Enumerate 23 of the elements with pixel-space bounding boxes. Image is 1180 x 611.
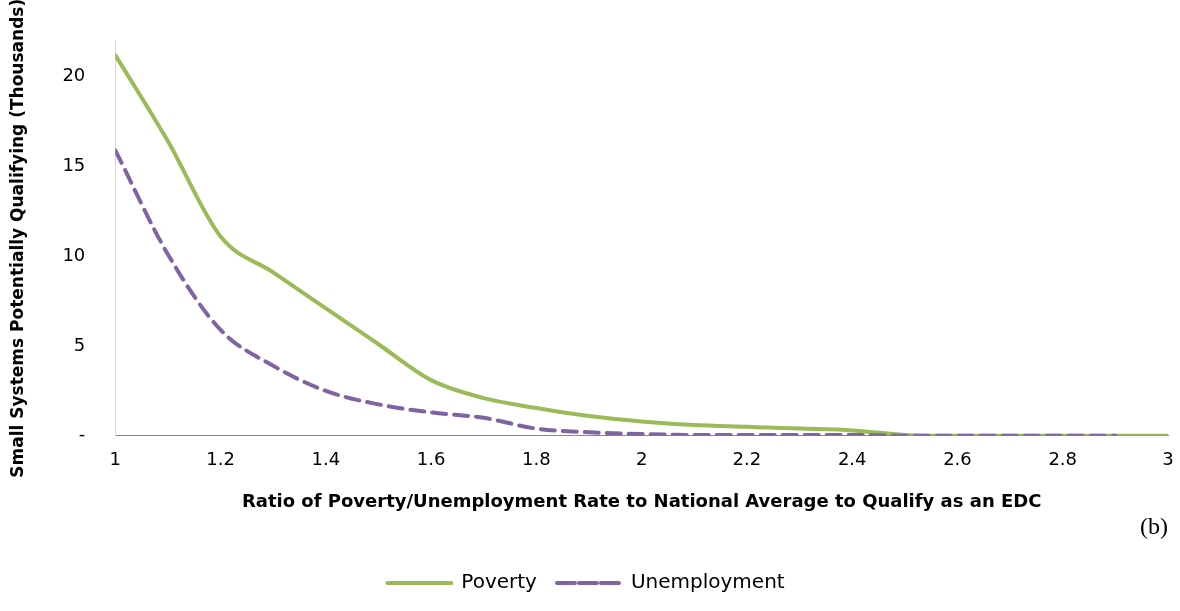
y-axis-title: Small Systems Potentially Qualifying (Thousands) xyxy=(6,0,27,478)
x-tick-label: 2.4 xyxy=(837,448,867,470)
x-tick-label: 2.6 xyxy=(943,448,972,470)
x-tick-label: 1.4 xyxy=(311,448,341,470)
x-tick-label: 1.6 xyxy=(416,448,446,470)
x-tick-label: 1 xyxy=(109,448,122,470)
y-tick-label: 15 xyxy=(62,154,86,176)
x-tick-label: 1.8 xyxy=(522,448,551,470)
y-tick-label: - xyxy=(78,423,86,445)
legend-label: Unemployment xyxy=(630,569,785,594)
x-tick-label: 2.2 xyxy=(732,448,762,470)
y-tick-label: 5 xyxy=(73,333,86,355)
x-tick-label: 2 xyxy=(635,448,648,470)
x-tick-label: 2.8 xyxy=(1048,448,1078,470)
y-tick-label: 20 xyxy=(62,64,86,86)
line-series xyxy=(115,148,1118,436)
legend-label: Poverty xyxy=(461,569,538,594)
x-tick-label: 1.2 xyxy=(206,448,235,470)
x-axis-title: Ratio of Poverty/Unemployment Rate to National Average to Qualify as an EDC xyxy=(241,489,1042,511)
line-series xyxy=(115,53,1168,436)
x-tick-label: 3 xyxy=(1162,448,1174,470)
y-tick-label: 10 xyxy=(62,243,86,265)
text: (b) xyxy=(1140,513,1168,540)
